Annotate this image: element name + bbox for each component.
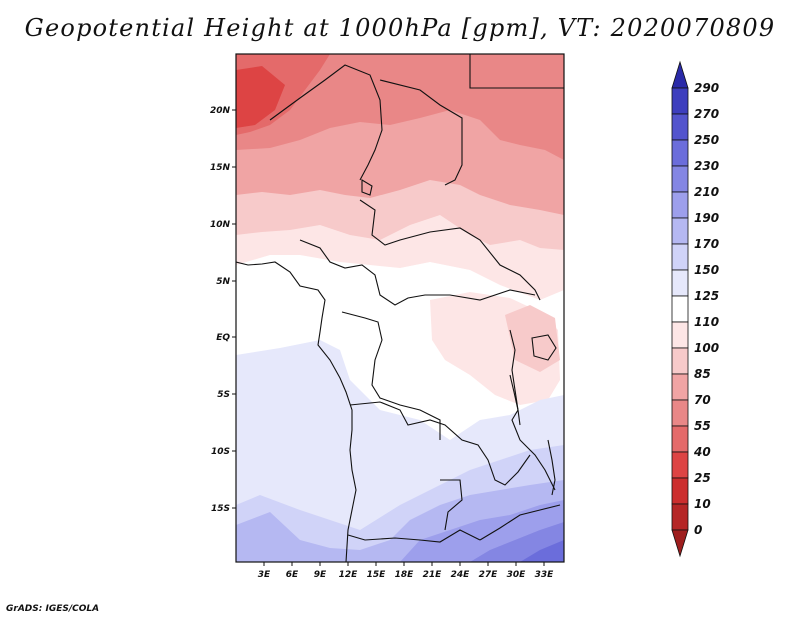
colorbar-label: 230 (694, 159, 719, 173)
height-field (236, 54, 564, 562)
colorbar-swatch-40-55 (671, 425, 689, 453)
colorbar-swatch-150-170 (671, 243, 689, 271)
lat-label-10n: 10N (210, 220, 231, 230)
lon-label-33e: 33E (535, 570, 555, 580)
colorbar-swatch-170-190 (671, 217, 689, 245)
lon-label-21e: 21E (423, 570, 443, 580)
colorbar-swatch-0-10 (671, 503, 689, 531)
colorbar-label: 170 (694, 237, 719, 251)
border-north-2 (379, 79, 463, 186)
lon-label-3e: 3E (258, 570, 271, 580)
lon-label-30e: 30E (507, 570, 527, 580)
lon-label-12e: 12E (339, 570, 359, 580)
colorbar-label: 210 (694, 185, 719, 199)
country-borders (236, 54, 564, 562)
chart-title: Geopotential Height at 1000hPa [gpm], VT… (24, 14, 776, 42)
lat-label-15n: 15N (210, 163, 231, 173)
colorbar-bottom-arrow (671, 529, 689, 558)
lon-label-15e: 15E (367, 570, 387, 580)
colorbar-top-arrow (671, 60, 689, 89)
colorbar-label: 110 (694, 315, 719, 329)
lat-label-10s: 10S (211, 447, 230, 457)
colorbar-swatch-270-290 (671, 87, 689, 115)
colorbar-swatch-100-110 (671, 321, 689, 349)
border-angola-south (347, 529, 481, 543)
colorbar-label: 250 (694, 133, 719, 147)
lat-label-5s: 5S (217, 390, 230, 400)
colorbar-labels: 290 270 250 230 210 190 170 150 125 110 … (693, 81, 719, 537)
colorbar-swatch-25-40 (671, 451, 689, 479)
colorbar-label: 150 (694, 263, 719, 277)
colorbar-swatch-10-25 (671, 477, 689, 505)
coastline-west-africa (236, 261, 357, 562)
border-north-3 (469, 54, 564, 89)
colorbar-label: 25 (694, 471, 711, 485)
lon-label-6e: 6E (286, 570, 299, 580)
colorbar-label: 270 (694, 107, 719, 121)
lat-label-20n: 20N (210, 106, 231, 116)
field-55-70 (236, 54, 564, 160)
colorbar-label: 40 (693, 445, 711, 459)
lat-label-15s: 15S (211, 504, 230, 514)
colorbar-label: 190 (694, 211, 719, 225)
colorbar-swatch-110-125 (671, 295, 689, 323)
colorbar-swatch-250-270 (671, 113, 689, 141)
colorbar-swatch-125-150 (671, 269, 689, 297)
lake-tanganyika (509, 374, 521, 426)
lon-label-9e: 9E (314, 570, 327, 580)
colorbar-label: 70 (694, 393, 711, 407)
colorbar (671, 60, 689, 558)
border-nigeria-cameroon (299, 239, 536, 306)
lat-axis: 20N 15N 10N 5N EQ 5S 10S 15S (210, 106, 236, 514)
grads-credit: GrADS: IGES/COLA (6, 604, 100, 614)
colorbar-label: 100 (694, 341, 719, 355)
colorbar-label: 85 (694, 367, 711, 381)
lon-axis: 3E 6E 9E 12E 15E 18E 21E 24E 27E 30E 33E (258, 562, 554, 580)
field-230-250 (520, 540, 564, 562)
border-chad-car (359, 199, 541, 301)
colorbar-swatch-230-250 (671, 139, 689, 167)
colorbar-swatch-210-230 (671, 165, 689, 193)
field-25-40 (236, 66, 285, 128)
border-east-lakes (509, 329, 556, 491)
lon-label-27e: 27E (479, 570, 499, 580)
lake-malawi (547, 439, 556, 496)
border-congo (341, 311, 441, 440)
lat-label-eq: EQ (216, 333, 230, 343)
colorbar-label: 125 (694, 289, 719, 303)
lake-chad (361, 179, 373, 196)
lat-label-5n: 5N (216, 277, 230, 287)
colorbar-swatch-85-100 (671, 347, 689, 375)
colorbar-swatch-55-70 (671, 399, 689, 427)
colorbar-label: 55 (694, 419, 711, 433)
border-zambia (440, 479, 463, 531)
lon-label-24e: 24E (451, 570, 471, 580)
lon-label-18e: 18E (395, 570, 415, 580)
border-angola-drc (349, 401, 531, 486)
colorbar-swatch-190-210 (671, 191, 689, 219)
colorbar-label: 10 (694, 497, 711, 511)
map-frame (235, 53, 565, 563)
lake-victoria (531, 334, 557, 361)
colorbar-label: 0 (694, 523, 702, 537)
colorbar-swatch-70-85 (671, 373, 689, 401)
border-southeast (479, 504, 561, 541)
border-north-1 (269, 64, 383, 181)
colorbar-label: 290 (694, 81, 719, 95)
